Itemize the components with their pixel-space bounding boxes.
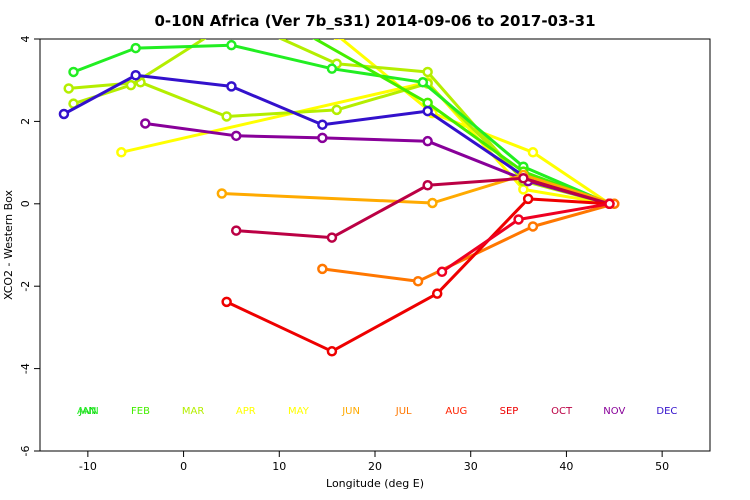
month-label-mar: MAR — [182, 406, 204, 417]
series-7-point-3 — [422, 135, 433, 147]
series-8-point-0 — [216, 188, 228, 199]
x-tick-label-4: 30 — [464, 460, 478, 473]
month-label-oct: OCT — [551, 406, 573, 417]
series-11-point-0 — [221, 296, 232, 308]
series-6-point-2 — [226, 81, 237, 92]
series-12-point-0 — [436, 266, 448, 278]
series-12-point-1 — [513, 214, 524, 225]
series-7-point-2 — [317, 132, 328, 144]
month-label-jun: JUN — [341, 406, 360, 417]
month-legend: JAN FEB MAR APR MAY JUN JUL AUG SEP OCT NOV DEC ANN — [77, 406, 677, 417]
series-layer — [58, 2, 620, 357]
series-3-point-4 — [422, 66, 433, 78]
series-0-point-3 — [527, 147, 539, 158]
series-4-point-1 — [130, 42, 141, 54]
series-4-point-2 — [226, 39, 237, 51]
series-10-point-2 — [527, 221, 539, 232]
series-6-point-3 — [317, 119, 328, 130]
series-9-point-2 — [422, 180, 433, 191]
month-label-sep: SEP — [500, 406, 519, 417]
series-11-point-2 — [431, 288, 443, 299]
series-3-point-1 — [125, 79, 137, 91]
series-7-point-1 — [230, 130, 242, 142]
series-4-point-3 — [326, 63, 338, 74]
series-9-point-3 — [518, 173, 529, 184]
x-tick-label-3: 20 — [368, 460, 382, 473]
x-tick-label-2: 10 — [272, 460, 286, 473]
series-0-point-0 — [237, 2, 245, 10]
series-line-8 — [221, 173, 615, 206]
series-6-point-0 — [58, 108, 70, 120]
series-2-point-2 — [221, 111, 232, 122]
y-axis-label: XCO2 - Western Box — [2, 189, 15, 300]
series-1-point-0 — [116, 147, 127, 158]
y-tick-label-1: -4 — [19, 363, 32, 374]
series-1-point-2 — [518, 184, 529, 195]
y-tick-label-3: 0 — [19, 200, 32, 207]
series-9-point-1 — [326, 232, 338, 243]
series-10-point-0 — [317, 263, 328, 275]
y-tick-label-4: 2 — [19, 118, 32, 125]
series-4-point-4 — [417, 77, 429, 88]
chart-title: 0-10N Africa (Ver 7b_s31) 2014-09-06 to … — [154, 12, 595, 30]
x-tick-label-1: 0 — [180, 460, 187, 473]
y-tick-label-2: -2 — [19, 281, 32, 292]
month-label-nov: NOV — [603, 406, 625, 417]
x-tick-label-0: -10 — [79, 460, 97, 473]
series-10-point-1 — [412, 276, 424, 287]
series-2-point-0 — [63, 83, 74, 94]
series-line-10 — [322, 202, 615, 283]
series-6-point-4 — [422, 105, 433, 117]
month-label-apr: APR — [236, 406, 256, 417]
x-axis-label: Longitude (deg E) — [326, 477, 424, 490]
x-tick-label-6: 50 — [655, 460, 669, 473]
axes: -10 0 10 20 30 40 50 -6 -4 -2 0 2 4 — [19, 36, 669, 474]
y-tick-label-0: -6 — [19, 446, 32, 457]
month-label-ann: ANN — [77, 406, 99, 417]
series-2-point-3 — [331, 104, 342, 116]
series-5-point-1 — [422, 97, 433, 109]
plot-frame — [39, 38, 711, 452]
month-label-may: MAY — [288, 406, 310, 417]
series-4-point-0 — [68, 66, 79, 78]
month-label-aug: AUG — [445, 406, 467, 417]
month-label-feb: FEB — [131, 406, 150, 417]
month-label-jan: JAN — [78, 406, 96, 417]
month-label-jul: JUL — [395, 406, 412, 417]
series-11-point-1 — [326, 346, 338, 357]
series-7-point-0 — [140, 118, 151, 129]
series-9-point-0 — [230, 225, 242, 236]
x-tick-label-5: 40 — [559, 460, 573, 473]
series-11-point-3 — [522, 193, 534, 205]
series-12-point-2 — [604, 198, 615, 210]
series-6-point-1 — [130, 70, 141, 81]
series-0-point-1 — [333, 39, 340, 41]
y-tick-label-5: 4 — [19, 36, 32, 43]
series-8-point-1 — [427, 197, 438, 209]
month-label-dec: DEC — [656, 406, 677, 417]
